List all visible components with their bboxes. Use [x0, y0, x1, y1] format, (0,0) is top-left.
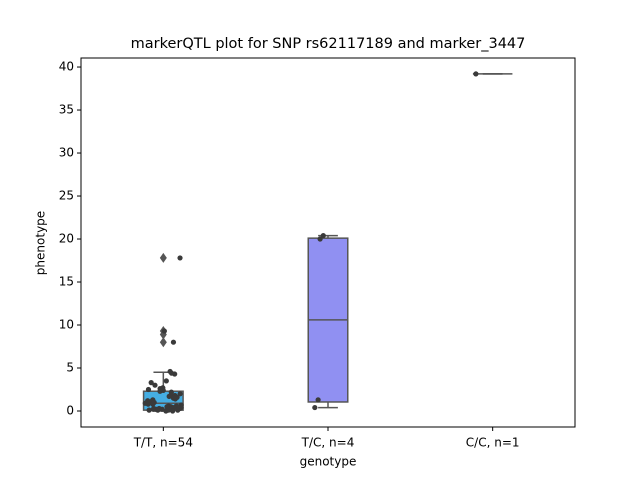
point	[312, 404, 318, 411]
x-tick-label: C/C, n=1	[466, 436, 520, 450]
y-tick-label: 35	[59, 103, 74, 117]
point	[175, 407, 181, 413]
point	[145, 401, 151, 407]
point	[177, 391, 183, 397]
point	[163, 378, 169, 384]
y-tick-label: 10	[59, 318, 74, 332]
point	[150, 401, 156, 407]
x-tick-label: T/T, n=54	[133, 436, 193, 450]
point	[317, 236, 323, 242]
outlier	[159, 337, 167, 348]
y-tick-label: 40	[59, 60, 74, 74]
y-axis-label: phenotype	[34, 211, 48, 275]
point	[172, 396, 178, 402]
point	[166, 393, 172, 399]
point	[320, 232, 326, 239]
y-tick-label: 15	[59, 275, 74, 289]
point	[146, 407, 152, 413]
y-tick-label: 30	[59, 146, 74, 160]
x-axis-label: genotype	[300, 455, 357, 469]
point	[172, 371, 178, 377]
chart-title: markerQTL plot for SNP rs62117189 and ma…	[131, 36, 526, 52]
point	[148, 380, 154, 386]
point	[177, 255, 183, 261]
point	[170, 339, 177, 345]
point	[150, 406, 157, 412]
y-tick-label: 25	[59, 189, 74, 203]
y-tick-label: 0	[66, 404, 74, 418]
y-tick-label: 20	[59, 232, 74, 246]
point	[170, 408, 176, 414]
point	[161, 328, 167, 334]
y-tick-label: 5	[66, 361, 74, 375]
outlier	[159, 252, 167, 263]
x-tick-label: T/C, n=4	[301, 436, 355, 450]
point	[145, 386, 152, 393]
point	[157, 388, 163, 394]
point	[155, 407, 161, 413]
plot-frame	[80, 57, 576, 428]
point	[315, 397, 321, 403]
point	[152, 382, 158, 388]
point	[473, 71, 479, 77]
point	[163, 408, 169, 414]
